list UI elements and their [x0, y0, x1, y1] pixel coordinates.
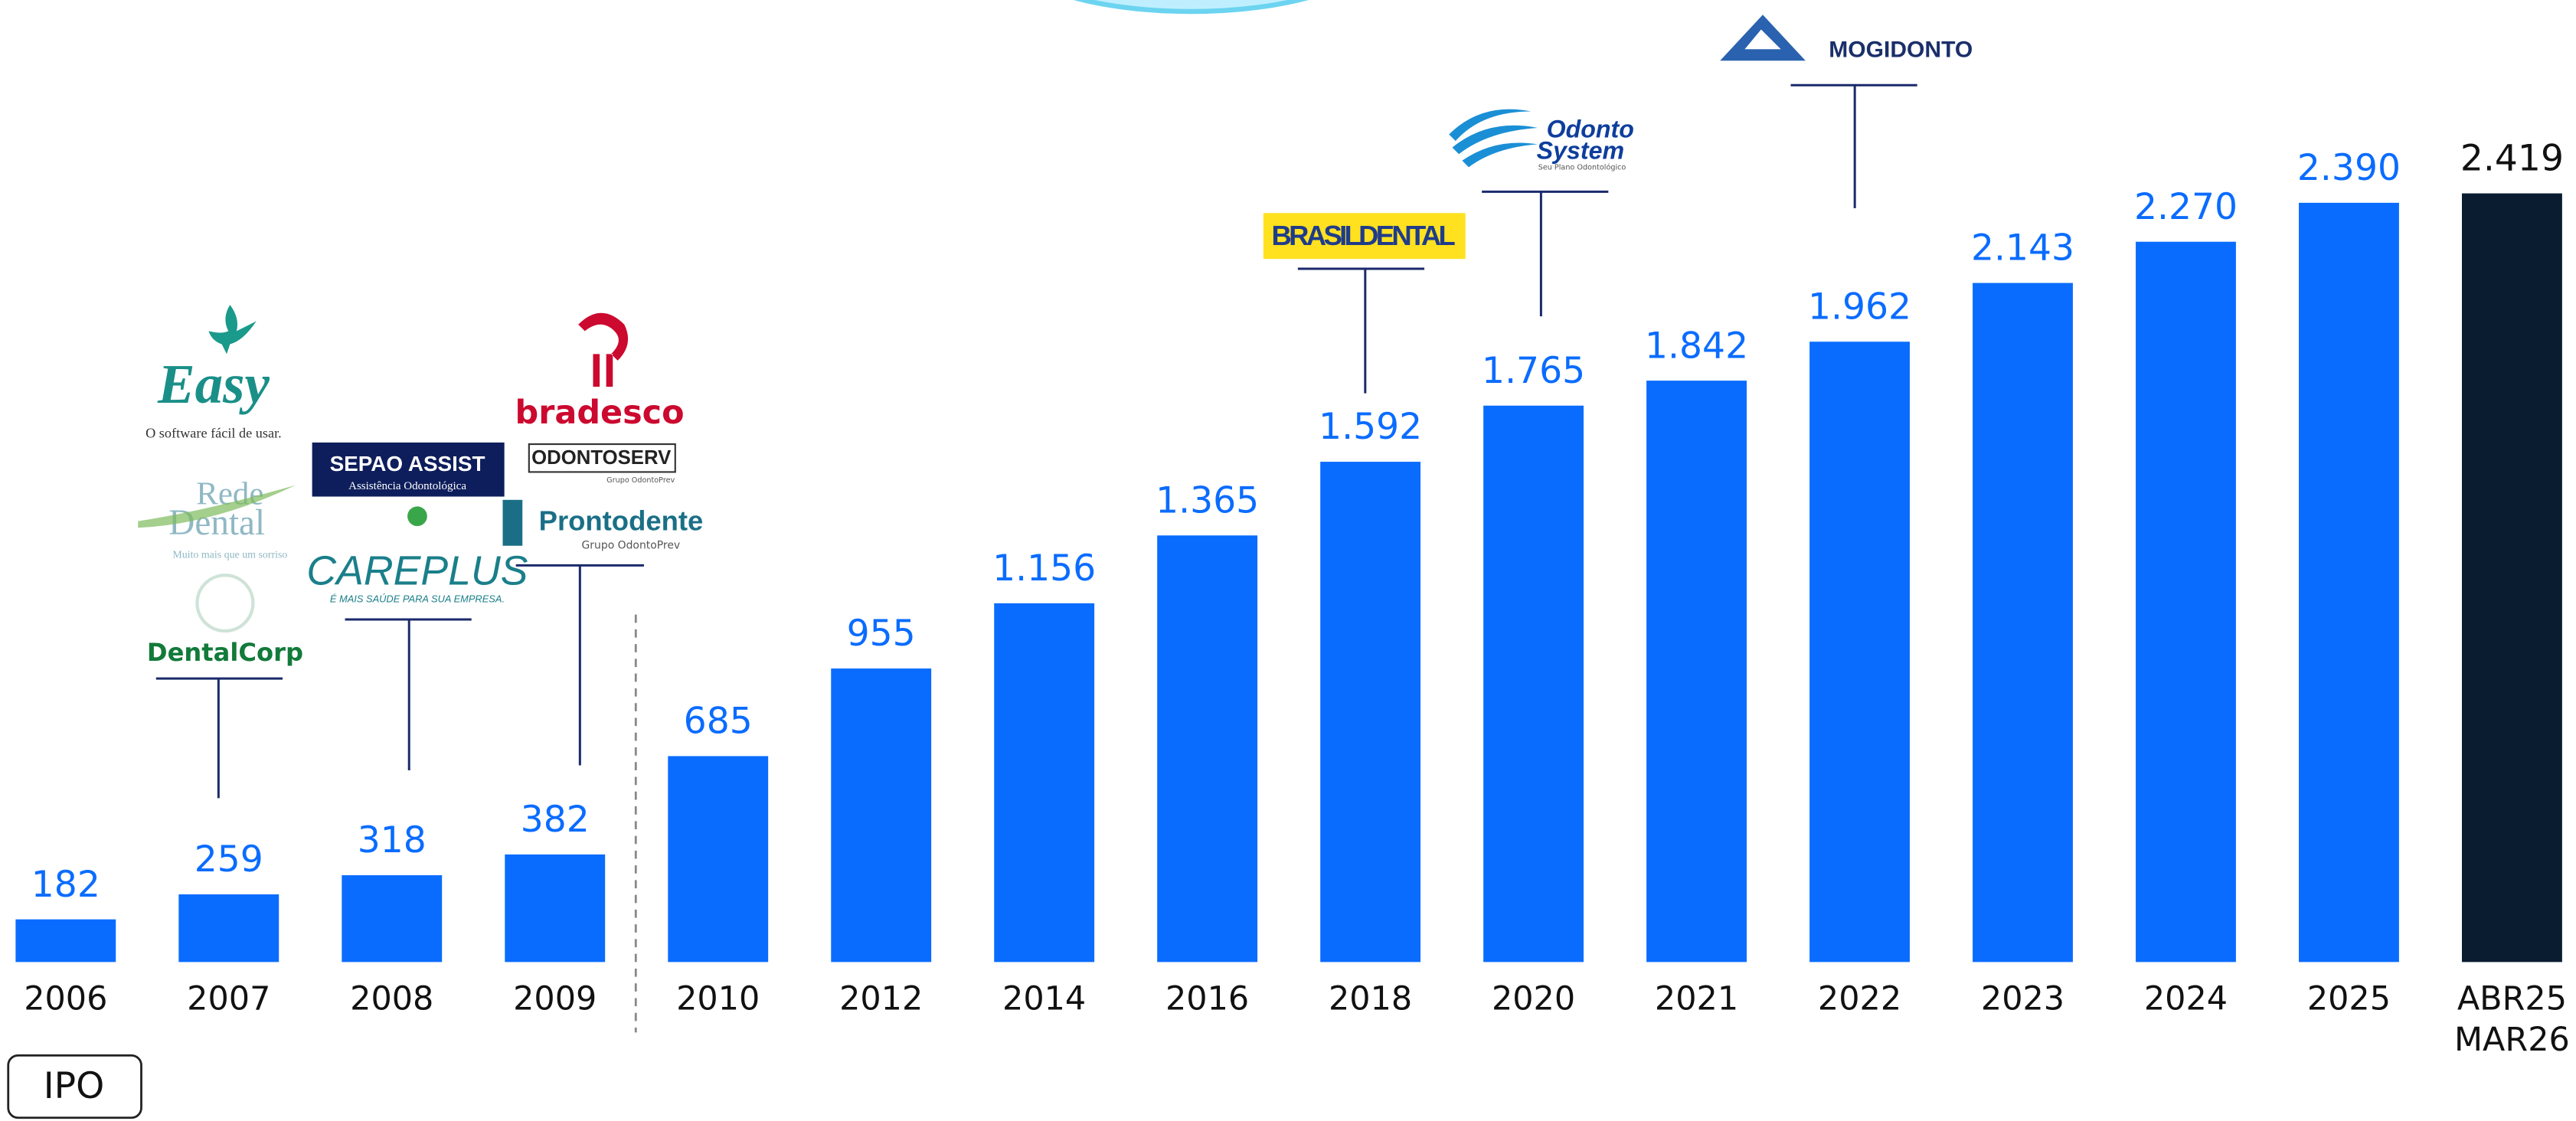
x-label-box: 2008	[350, 978, 434, 1018]
logo-text: É MAIS SAÚDE PARA SUA EMPRESA.	[330, 593, 505, 605]
bar	[831, 668, 932, 962]
logo-text: CAREPLUS	[306, 548, 528, 593]
bar	[2299, 202, 2399, 962]
value-label: 2.419	[2460, 138, 2564, 180]
value-label: 1.365	[1156, 479, 1259, 521]
bar	[342, 875, 443, 962]
x-label-box: 2022	[1817, 978, 1902, 1018]
decor-ellipse	[1073, 0, 1309, 15]
dentalcorp-icon	[195, 574, 255, 633]
value-label: 1.592	[1319, 406, 1422, 448]
x-label-box: 2014	[1002, 978, 1087, 1018]
x-tick-label: 2009	[513, 978, 597, 1018]
x-tick-label: 2012	[839, 978, 924, 1018]
x-tick-label: 2010	[676, 978, 760, 1018]
value-label: 2.270	[2134, 186, 2238, 228]
logo-text: BRASILDENTAL	[1272, 220, 1456, 251]
x-label-box: ABR25 MAR26	[2454, 978, 2570, 1059]
x-label-box: 2007	[187, 978, 271, 1018]
x-label-box: 2025	[2306, 978, 2391, 1018]
logo-text: Grupo OdontoPrev	[606, 476, 675, 485]
logo-text: DentalCorp	[147, 638, 303, 667]
x-label-box: 2018	[1328, 978, 1413, 1018]
rede-swoosh	[138, 485, 296, 528]
bar	[15, 919, 116, 962]
value-label: 955	[847, 613, 916, 655]
logo-text: MOGIDONTO	[1829, 37, 1973, 62]
x-tick-label: ABR25 MAR26	[2454, 978, 2570, 1059]
x-tick-label: 2006	[24, 978, 108, 1018]
odonto-system-icon	[1449, 109, 1538, 168]
bar	[178, 894, 280, 962]
connectors	[155, 83, 1917, 799]
x-tick-label: 2020	[1491, 978, 1576, 1018]
value-label: 685	[684, 701, 753, 743]
x-label-box: 2020	[1491, 978, 1576, 1018]
value-label: 318	[358, 819, 427, 861]
x-tick-label: 2018	[1328, 978, 1413, 1018]
bar	[1157, 535, 1258, 962]
bar	[1973, 283, 2073, 962]
logo-text: Assistência Odontológica	[348, 480, 466, 492]
x-tick-label: 2024	[2143, 978, 2228, 1018]
bradesco-icon	[578, 312, 629, 387]
value-label: 1.765	[1482, 350, 1585, 392]
brasildental-box	[1263, 213, 1466, 260]
sepao-box	[312, 442, 505, 497]
value-label: 259	[195, 838, 263, 881]
value-label: 2.143	[1971, 227, 2074, 270]
logo-text: System	[1537, 137, 1624, 165]
value-label: 2.390	[2297, 147, 2401, 189]
logo-text: Prontodente	[539, 505, 704, 536]
bar	[2462, 193, 2562, 962]
bar	[994, 603, 1095, 962]
logos: Easy O software fácil de usar. Rede Dent…	[138, 15, 1973, 667]
bar	[1483, 405, 1584, 962]
careplus-icon	[407, 506, 427, 527]
x-label-box: 2009	[513, 978, 597, 1018]
value-label: 1.842	[1645, 325, 1748, 367]
logo-text: O software fácil de usar.	[145, 425, 282, 440]
bar	[1320, 462, 1421, 962]
logo-text: Seu Plano Odontológico	[1538, 162, 1626, 172]
bar	[1809, 342, 1910, 962]
logo-text: ODONTOSERV	[531, 447, 671, 469]
easy-icon	[208, 305, 257, 355]
logo-text: Grupo OdontoPrev	[582, 540, 681, 552]
x-tick-label: 2021	[1654, 978, 1739, 1018]
value-label: 1.962	[1808, 286, 1911, 328]
value-label: 182	[31, 864, 100, 906]
x-tick-label: 2023	[1980, 978, 2065, 1018]
x-label-box: 2021	[1654, 978, 1739, 1018]
bar	[1646, 381, 1747, 962]
bar	[668, 756, 769, 962]
x-tick-label: 2022	[1817, 978, 1902, 1018]
x-tick-label: 2008	[350, 978, 434, 1018]
x-tick-label: 2014	[1002, 978, 1087, 1018]
odontoserv-box	[528, 443, 676, 473]
logo-text: Odonto	[1547, 116, 1634, 143]
ipo-box	[7, 1054, 142, 1119]
logo-text: Easy	[157, 353, 270, 415]
x-tick-label: 2025	[2306, 978, 2391, 1018]
value-label: 382	[521, 799, 590, 841]
x-label-box: 2024	[2143, 978, 2228, 1018]
logo-text: Muito mais que um sorriso	[172, 550, 287, 561]
x-tick-label: 2007	[187, 978, 271, 1018]
x-label-box: 2010	[676, 978, 760, 1018]
logo-text: bradesco	[515, 394, 685, 432]
value-label: 1.156	[992, 547, 1096, 590]
bar	[2136, 241, 2236, 962]
x-label-box: 2006	[24, 978, 108, 1018]
x-label-box: 2012	[839, 978, 924, 1018]
x-label-box: 2023	[1980, 978, 2065, 1018]
bar	[505, 854, 606, 962]
x-label-box: 2016	[1165, 978, 1250, 1018]
mogidonto-icon	[1744, 29, 1781, 50]
x-tick-label: 2016	[1165, 978, 1250, 1018]
logo-text: SEPAO ASSIST	[330, 452, 485, 476]
ipo-label: IPO	[44, 1065, 105, 1107]
prontodente-icon	[502, 499, 523, 546]
